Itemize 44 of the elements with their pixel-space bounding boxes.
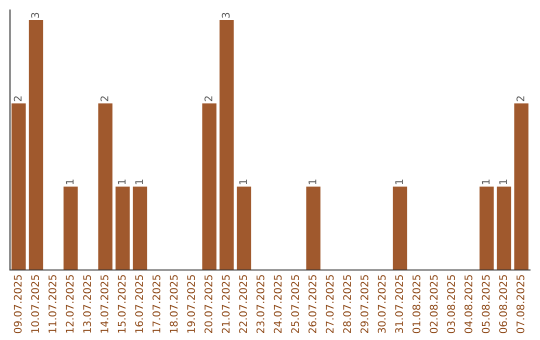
x-tick-label: 12.07.2025: [66, 275, 74, 333]
x-tick-label: 20.07.2025: [204, 275, 212, 334]
x-tick-label: 15.07.2025: [118, 275, 126, 333]
x-tick-label: 04.08.2025: [464, 275, 472, 334]
data-label: 1: [499, 180, 507, 184]
x-tick-label: 17.07.2025: [152, 275, 160, 333]
x-tick-label: 25.07.2025: [291, 275, 300, 334]
x-tick-label: 11.07.2025: [48, 275, 56, 333]
x-tick-label: 23.07.2025: [256, 275, 264, 334]
x-tick-label: 07.08.2025: [516, 275, 524, 334]
data-label: 3: [222, 12, 230, 18]
x-tick-label: 22.07.2025: [239, 275, 248, 334]
data-label: 1: [239, 180, 247, 184]
data-label: 1: [308, 180, 316, 184]
x-tick-label: 13.07.2025: [83, 275, 92, 333]
x-tick-label: 27.07.2025: [326, 275, 334, 334]
data-label: 2: [516, 96, 524, 102]
data-label: 1: [482, 180, 490, 184]
x-tick-label: 02.08.2025: [430, 275, 438, 334]
x-tick-label: 14.07.2025: [100, 275, 108, 333]
x-tick-label: 26.07.2025: [308, 275, 316, 334]
x-tick-label: 24.07.2025: [274, 275, 282, 334]
x-tick-label: 31.07.2025: [395, 275, 404, 334]
data-label: 1: [66, 180, 74, 184]
data-label: 1: [118, 180, 126, 184]
x-tick-label: 06.08.2025: [499, 275, 508, 334]
data-label: 3: [31, 12, 40, 18]
x-tick-label: 29.07.2025: [360, 275, 368, 334]
data-label: 2: [204, 96, 212, 102]
x-tick-label: 03.08.2025: [447, 275, 456, 334]
x-tick-label: 18.07.2025: [170, 275, 178, 333]
x-tick-label: 30.07.2025: [378, 275, 386, 334]
x-tick-label: 09.07.2025: [14, 275, 22, 334]
x-tick-label: 10.07.2025: [31, 275, 40, 333]
x-tick-label: 01.08.2025: [412, 275, 420, 334]
data-label: 2: [14, 96, 22, 102]
data-label: 2: [100, 96, 108, 102]
x-tick-label: 05.08.2025: [482, 275, 490, 334]
x-tick-label: 19.07.2025: [187, 275, 196, 333]
data-label: 1: [395, 180, 403, 184]
x-tick-label: 21.07.2025: [222, 275, 230, 334]
x-tick-label: 28.07.2025: [343, 275, 352, 334]
data-label: 1: [135, 180, 143, 184]
x-tick-label: 16.07.2025: [135, 275, 144, 333]
